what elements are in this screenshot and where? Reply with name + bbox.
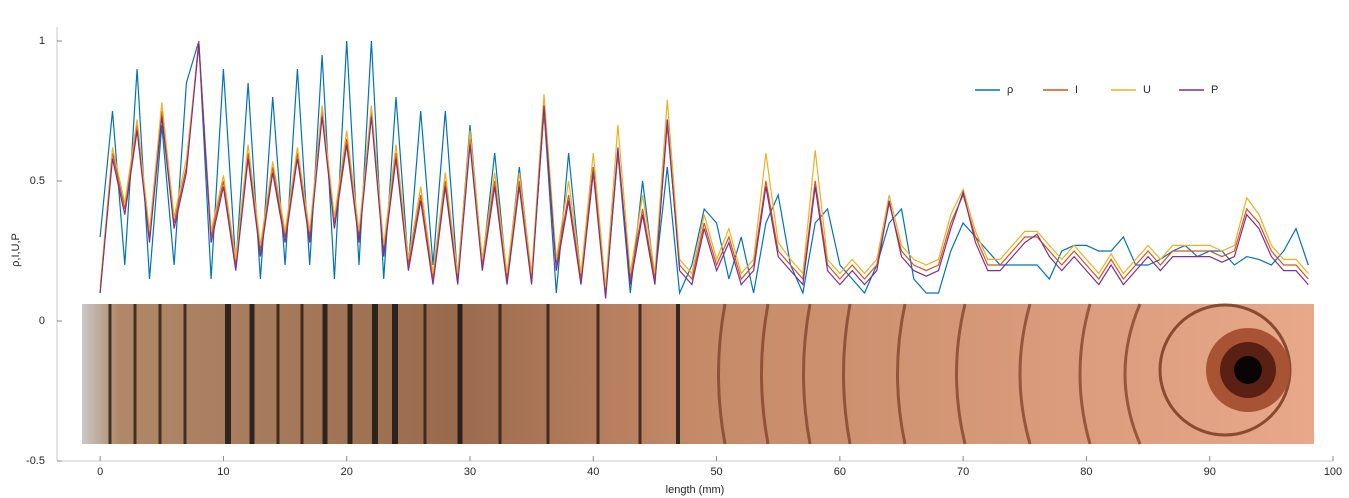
legend-label: U [1143, 84, 1151, 96]
x-tick-label: 100 [1324, 466, 1342, 478]
series-line [99, 40, 1309, 294]
x-tick-label: 90 [1204, 466, 1216, 478]
y-tick-label: 0.5 [30, 175, 45, 187]
x-tick-label: 30 [464, 466, 476, 478]
x-tick-label: 60 [834, 466, 846, 478]
legend-label: ρ [1007, 84, 1013, 96]
y-tick-label: -0.5 [26, 455, 45, 467]
x-tick-label: 50 [710, 466, 722, 478]
y-tick-label: 1 [39, 35, 45, 47]
legend-label: P [1211, 84, 1218, 96]
wood-image [82, 303, 1314, 445]
y-axis-label: ρ,I,U,P [10, 233, 22, 267]
series-line [99, 40, 1309, 296]
x-tick-label: 80 [1080, 466, 1092, 478]
legend-label: I [1075, 84, 1078, 96]
x-axis-label: length (mm) [666, 484, 725, 496]
x-tick-label: 70 [957, 466, 969, 478]
x-tick-label: 0 [97, 466, 103, 478]
y-tick-label: 0 [39, 315, 45, 327]
x-tick-label: 40 [587, 466, 599, 478]
series-line [99, 43, 1309, 299]
x-tick-label: 20 [341, 466, 353, 478]
x-tick-label: 10 [217, 466, 229, 478]
series-line [99, 46, 1309, 288]
